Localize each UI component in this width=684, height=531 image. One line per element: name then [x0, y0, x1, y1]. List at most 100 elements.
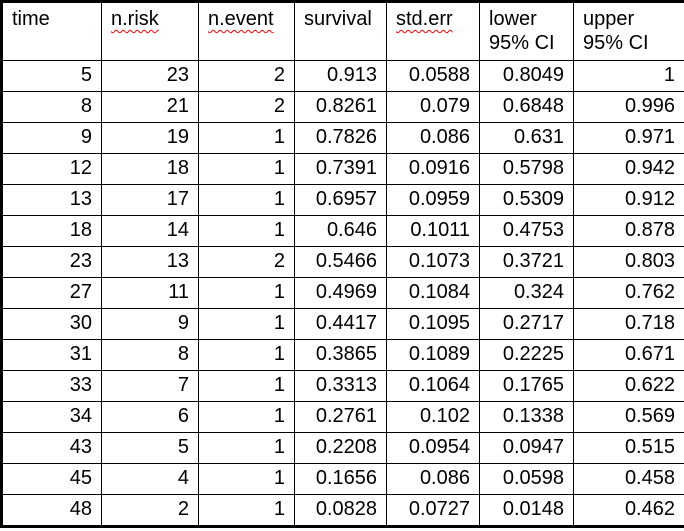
cell-survival: 0.1656	[294, 463, 387, 495]
cell-n-risk: 18	[101, 153, 199, 185]
cell-n-event: 1	[198, 339, 295, 371]
cell-std-err: 0.086	[386, 463, 480, 495]
cell-time: 5	[1, 60, 102, 92]
col-header-n-risk: n.risk	[101, 1, 199, 61]
cell-n-risk: 11	[101, 277, 199, 309]
cell-n-risk: 23	[101, 60, 199, 92]
cell-lower: 0.0148	[479, 494, 574, 527]
cell-n-risk: 17	[101, 184, 199, 216]
cell-upper: 0.942	[573, 153, 684, 185]
cell-n-risk: 7	[101, 370, 199, 402]
col-header-std-err: std.err	[386, 1, 480, 61]
cell-lower: 0.3721	[479, 246, 574, 278]
cell-n-risk: 21	[101, 91, 199, 123]
cell-n-event: 1	[198, 463, 295, 495]
cell-lower: 0.6848	[479, 91, 574, 123]
cell-lower: 0.631	[479, 122, 574, 154]
cell-upper: 0.462	[573, 494, 684, 527]
cell-n-risk: 5	[101, 432, 199, 464]
cell-lower: 0.5309	[479, 184, 574, 216]
table-row: 5 23 2 0.913 0.0588 0.8049 1	[1, 60, 684, 92]
cell-std-err: 0.079	[386, 91, 480, 123]
cell-n-risk: 4	[101, 463, 199, 495]
cell-time: 9	[1, 122, 102, 154]
table-row: 12 18 1 0.7391 0.0916 0.5798 0.942	[1, 153, 684, 185]
cell-std-err: 0.1084	[386, 277, 480, 309]
table-row: 27 11 1 0.4969 0.1084 0.324 0.762	[1, 277, 684, 309]
col-header-n-risk-label: n.risk	[111, 8, 159, 30]
cell-upper: 0.912	[573, 184, 684, 216]
col-header-upper-ci: upper 95% CI	[573, 1, 684, 61]
cell-n-risk: 19	[101, 122, 199, 154]
cell-upper: 0.878	[573, 215, 684, 247]
cell-survival: 0.6957	[294, 184, 387, 216]
cell-std-err: 0.0954	[386, 432, 480, 464]
cell-upper: 0.971	[573, 122, 684, 154]
col-header-lower-ci-label: lower	[489, 8, 537, 30]
table-row: 48 2 1 0.0828 0.0727 0.0148 0.462	[1, 494, 684, 527]
cell-upper: 0.622	[573, 370, 684, 402]
cell-lower: 0.2717	[479, 308, 574, 340]
cell-n-risk: 6	[101, 401, 199, 433]
cell-std-err: 0.1095	[386, 308, 480, 340]
col-header-lower-ci-sublabel: 95% CI	[489, 32, 555, 54]
cell-n-event: 1	[198, 494, 295, 527]
cell-lower: 0.1338	[479, 401, 574, 433]
col-header-survival: survival	[294, 1, 387, 61]
cell-lower: 0.1765	[479, 370, 574, 402]
cell-lower: 0.4753	[479, 215, 574, 247]
cell-lower: 0.324	[479, 277, 574, 309]
cell-std-err: 0.1011	[386, 215, 480, 247]
table-row: 45 4 1 0.1656 0.086 0.0598 0.458	[1, 463, 684, 495]
col-header-n-event: n.event	[198, 1, 295, 61]
cell-upper: 0.718	[573, 308, 684, 340]
cell-n-risk: 14	[101, 215, 199, 247]
cell-lower: 0.8049	[479, 60, 574, 92]
cell-std-err: 0.086	[386, 122, 480, 154]
cell-survival: 0.646	[294, 215, 387, 247]
cell-lower: 0.0947	[479, 432, 574, 464]
cell-survival: 0.3313	[294, 370, 387, 402]
cell-n-event: 2	[198, 60, 295, 92]
cell-survival: 0.3865	[294, 339, 387, 371]
cell-time: 13	[1, 184, 102, 216]
cell-time: 18	[1, 215, 102, 247]
cell-survival: 0.913	[294, 60, 387, 92]
col-header-upper-ci-label: upper	[583, 8, 635, 30]
table-row: 23 13 2 0.5466 0.1073 0.3721 0.803	[1, 246, 684, 278]
cell-upper: 0.996	[573, 91, 684, 123]
cell-n-risk: 13	[101, 246, 199, 278]
col-header-survival-label: survival	[304, 8, 372, 30]
cell-upper: 0.458	[573, 463, 684, 495]
cell-n-event: 1	[198, 153, 295, 185]
table-body: 5 23 2 0.913 0.0588 0.8049 1 8 21 2 0.8261 0.079 0.6…	[1, 60, 684, 527]
cell-survival: 0.7391	[294, 153, 387, 185]
cell-survival: 0.5466	[294, 246, 387, 278]
cell-lower: 0.5798	[479, 153, 574, 185]
cell-n-event: 1	[198, 432, 295, 464]
cell-time: 31	[1, 339, 102, 371]
cell-std-err: 0.1089	[386, 339, 480, 371]
cell-time: 8	[1, 91, 102, 123]
cell-n-event: 1	[198, 277, 295, 309]
col-header-time: time	[1, 1, 102, 61]
cell-std-err: 0.0727	[386, 494, 480, 527]
cell-time: 30	[1, 308, 102, 340]
cell-n-risk: 2	[101, 494, 199, 527]
col-header-n-event-label: n.event	[208, 8, 274, 30]
cell-n-risk: 9	[101, 308, 199, 340]
cell-std-err: 0.1064	[386, 370, 480, 402]
cell-n-event: 2	[198, 91, 295, 123]
cell-time: 34	[1, 401, 102, 433]
cell-time: 23	[1, 246, 102, 278]
cell-n-event: 1	[198, 401, 295, 433]
cell-n-event: 2	[198, 246, 295, 278]
table-row: 33 7 1 0.3313 0.1064 0.1765 0.622	[1, 370, 684, 402]
cell-survival: 0.2761	[294, 401, 387, 433]
cell-upper: 0.803	[573, 246, 684, 278]
cell-std-err: 0.0588	[386, 60, 480, 92]
cell-survival: 0.2208	[294, 432, 387, 464]
cell-survival: 0.4969	[294, 277, 387, 309]
cell-upper: 0.671	[573, 339, 684, 371]
